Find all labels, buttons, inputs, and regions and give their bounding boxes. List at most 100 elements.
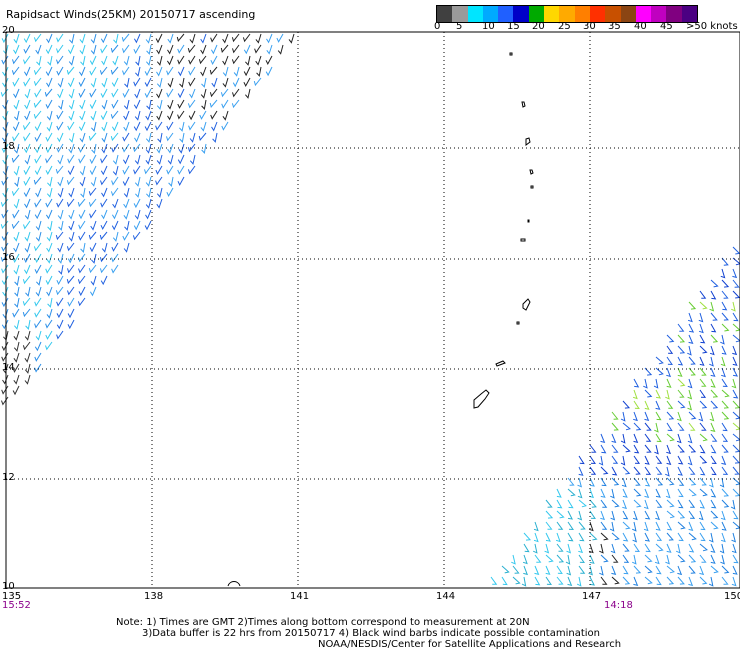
wind-barb bbox=[23, 121, 31, 131]
wind-barb bbox=[699, 389, 707, 398]
wind-barb bbox=[721, 455, 727, 465]
wind-barb bbox=[100, 44, 108, 54]
wind-barb bbox=[709, 477, 714, 488]
wind-barb bbox=[121, 33, 130, 43]
wind-barb bbox=[655, 466, 663, 475]
wind-barb bbox=[665, 389, 670, 400]
wind-barb bbox=[710, 433, 718, 442]
wind-barb bbox=[255, 33, 262, 44]
wind-barb bbox=[276, 33, 284, 43]
wind-barb bbox=[677, 378, 686, 387]
wind-barb bbox=[35, 220, 42, 231]
wind-barb bbox=[721, 576, 729, 585]
wind-barb bbox=[23, 132, 31, 142]
wind-barb bbox=[688, 301, 697, 310]
wind-barb bbox=[90, 33, 97, 44]
wind-barb bbox=[688, 334, 694, 345]
wind-barb bbox=[720, 532, 726, 543]
wind-barb bbox=[677, 554, 686, 563]
wind-barb bbox=[23, 77, 31, 87]
wind-barb bbox=[676, 543, 681, 554]
wind-barb bbox=[34, 165, 42, 176]
wind-barb bbox=[621, 477, 627, 488]
wind-barb bbox=[721, 378, 728, 388]
wind-barb bbox=[22, 341, 31, 351]
wind-barb bbox=[511, 554, 516, 565]
wind-barb bbox=[99, 264, 108, 274]
wind-barb bbox=[112, 55, 119, 66]
wind-barb bbox=[720, 268, 726, 279]
wind-barb bbox=[720, 334, 725, 345]
wind-barb bbox=[732, 422, 740, 431]
wind-barb bbox=[36, 275, 42, 286]
wind-barb bbox=[523, 543, 530, 553]
colorbar-swatch bbox=[651, 6, 667, 22]
wind-barb bbox=[677, 455, 684, 465]
island-outline bbox=[516, 321, 520, 325]
wind-barb bbox=[90, 275, 97, 286]
island-outline bbox=[495, 360, 506, 367]
wind-barb bbox=[57, 154, 64, 165]
wind-barb bbox=[11, 220, 20, 230]
wind-barb bbox=[589, 444, 597, 453]
wind-barb bbox=[177, 66, 185, 77]
wind-barb bbox=[622, 565, 629, 575]
wind-barb bbox=[78, 121, 86, 132]
wind-barb bbox=[710, 554, 716, 564]
wind-barb bbox=[34, 297, 42, 307]
wind-barb bbox=[721, 411, 730, 420]
wind-barb bbox=[45, 44, 53, 55]
wind-barb bbox=[1, 341, 9, 352]
wind-barb bbox=[732, 433, 740, 442]
wind-barb bbox=[677, 422, 685, 431]
wind-barb bbox=[266, 33, 273, 44]
wind-barb bbox=[11, 187, 20, 197]
wind-barb bbox=[156, 198, 163, 209]
wind-barb bbox=[45, 319, 53, 329]
wind-barb bbox=[199, 110, 207, 120]
wind-barb bbox=[156, 154, 163, 165]
wind-barb bbox=[220, 44, 229, 53]
wind-barb bbox=[146, 99, 152, 110]
island-outline bbox=[529, 169, 534, 175]
wind-barb bbox=[45, 143, 53, 154]
wind-barb bbox=[522, 554, 528, 565]
wind-barb bbox=[133, 44, 141, 55]
wind-barb bbox=[622, 510, 629, 520]
wind-barb bbox=[167, 77, 174, 88]
wind-barb bbox=[79, 99, 86, 110]
wind-barb bbox=[2, 187, 9, 198]
wind-barb bbox=[610, 543, 616, 554]
wind-barb bbox=[577, 488, 583, 499]
wind-barb bbox=[111, 143, 119, 153]
wind-barb bbox=[34, 154, 42, 164]
colorbar-swatch bbox=[589, 6, 606, 22]
wind-barb bbox=[67, 319, 75, 330]
wind-barb bbox=[110, 66, 119, 75]
wind-barb bbox=[676, 411, 682, 422]
wind-barb bbox=[134, 88, 141, 99]
wind-barb bbox=[544, 543, 550, 554]
wind-barb bbox=[710, 499, 717, 509]
wind-barb bbox=[146, 44, 152, 55]
wind-barb bbox=[534, 576, 541, 586]
wind-barb bbox=[91, 121, 97, 132]
wind-barb bbox=[55, 165, 64, 175]
wind-barb bbox=[177, 154, 185, 165]
wind-barb bbox=[2, 121, 9, 132]
wind-barb bbox=[57, 253, 64, 264]
wind-barb bbox=[687, 455, 693, 466]
wind-barb bbox=[14, 286, 20, 297]
wind-barb bbox=[666, 433, 675, 442]
wind-barb bbox=[644, 433, 652, 442]
wind-barb bbox=[145, 132, 152, 143]
wind-barb bbox=[221, 121, 229, 131]
wind-barb bbox=[156, 77, 163, 88]
wind-barb bbox=[47, 55, 53, 66]
wind-barb bbox=[122, 132, 130, 142]
wind-barb bbox=[155, 121, 163, 131]
wind-barb bbox=[589, 499, 597, 508]
wind-barb bbox=[56, 319, 64, 330]
wind-barb bbox=[56, 132, 64, 143]
